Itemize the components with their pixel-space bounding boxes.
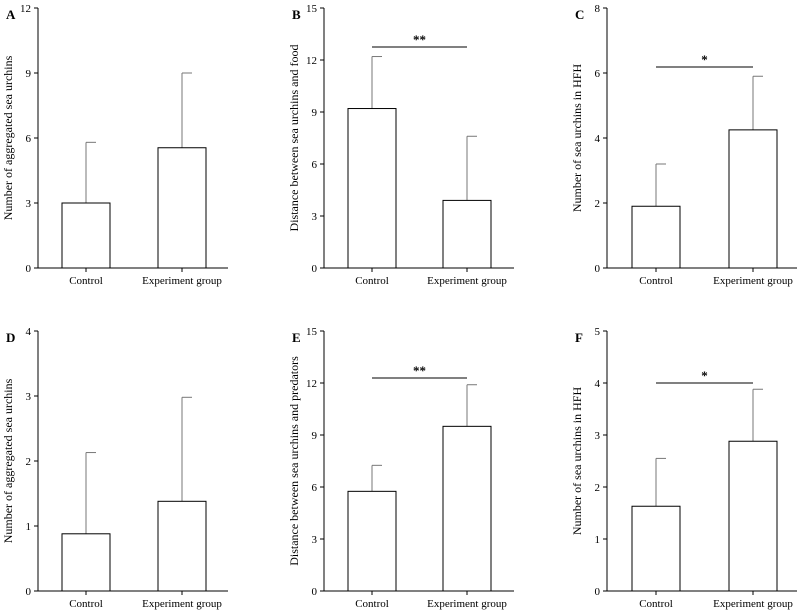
y-axis-label: Number of aggregated sea urchins	[1, 55, 15, 220]
bar	[157, 147, 207, 269]
x-tick-label: Control	[355, 275, 389, 287]
y-tick-label: 2	[595, 482, 601, 494]
x-tick-label: Control	[639, 598, 673, 610]
bar	[728, 440, 778, 592]
x-tick-label: Experiment group	[427, 275, 507, 287]
y-tick-label: 12	[306, 378, 317, 390]
y-tick-label: 6	[312, 159, 318, 171]
panel-d: D 0 1 2 3 4 Number of aggregated sea urchins Co…	[1, 326, 228, 610]
y-tick-label: 0	[312, 586, 318, 598]
x-tick-label: Experiment group	[713, 598, 793, 610]
y-tick-label: 6	[595, 68, 601, 80]
bar	[347, 108, 397, 269]
y-tick-label: 5	[595, 326, 601, 338]
y-tick-label: 3	[312, 534, 318, 546]
y-tick-label: 4	[595, 378, 601, 390]
panel-e: E 0 3 6 9 12 15 Distance between sea urchins an…	[287, 326, 514, 610]
y-tick-label: 4	[595, 133, 601, 145]
panel-f: F 0 1 2 3 4 5 Number of sea urchins in HFH Contr…	[570, 326, 797, 610]
panel-label: A	[6, 7, 16, 22]
y-tick-label: 4	[26, 326, 32, 338]
x-tick-label: Experiment group	[142, 275, 222, 287]
y-tick-label: 0	[26, 263, 32, 275]
bar	[728, 129, 778, 269]
y-tick-label: 3	[26, 198, 32, 210]
x-tick-label: Experiment group	[142, 598, 222, 610]
panel-label: C	[575, 7, 584, 22]
bar	[61, 533, 111, 592]
x-tick-label: Control	[639, 275, 673, 287]
y-tick-label: 9	[26, 68, 32, 80]
y-tick-label: 0	[595, 263, 601, 275]
y-tick-label: 1	[26, 521, 32, 533]
bar	[157, 500, 207, 592]
significance-marker: *	[701, 52, 708, 67]
x-tick-label: Control	[69, 598, 103, 610]
significance-marker: **	[413, 32, 426, 47]
y-tick-label: 9	[312, 107, 318, 119]
y-tick-label: 8	[595, 3, 601, 15]
bar	[442, 199, 492, 269]
y-tick-label: 15	[306, 326, 318, 338]
bar	[347, 490, 397, 592]
y-tick-label: 6	[312, 482, 318, 494]
panel-label: E	[292, 330, 301, 345]
y-tick-label: 0	[312, 263, 318, 275]
significance-marker: **	[413, 363, 426, 378]
y-axis-label: Number of sea urchins in HFH	[570, 64, 584, 213]
y-axis-label: Distance between sea urchins and food	[287, 45, 301, 232]
y-tick-label: 3	[26, 391, 32, 403]
panel-label: B	[292, 7, 301, 22]
y-tick-label: 15	[306, 3, 318, 15]
y-tick-label: 3	[595, 430, 601, 442]
y-tick-label: 12	[306, 55, 317, 67]
x-tick-label: Control	[355, 598, 389, 610]
y-tick-label: 12	[20, 3, 31, 15]
bar	[61, 202, 111, 269]
y-tick-label: 1	[595, 534, 601, 546]
y-tick-label: 6	[26, 133, 32, 145]
y-axis-label: Number of aggregated sea urchins	[1, 378, 15, 543]
x-tick-label: Experiment group	[427, 598, 507, 610]
x-tick-label: Control	[69, 275, 103, 287]
x-tick-label: Experiment group	[713, 275, 793, 287]
y-axis-label: Number of sea urchins in HFH	[570, 387, 584, 536]
bar	[631, 205, 681, 269]
y-tick-label: 2	[595, 198, 601, 210]
panel-b: B 0 3 6 9 12 15 Distance between sea urchins an…	[287, 3, 514, 287]
bar	[631, 505, 681, 592]
y-tick-label: 3	[312, 211, 318, 223]
panel-label: D	[6, 330, 15, 345]
bar	[442, 425, 492, 592]
y-tick-label: 9	[312, 430, 318, 442]
panel-c: C 0 2 4 6 8 Number of sea urchins in HFH Contro…	[570, 3, 797, 287]
y-tick-label: 0	[26, 586, 32, 598]
y-tick-label: 0	[595, 586, 601, 598]
y-axis-label: Distance between sea urchins and predato…	[287, 356, 301, 566]
significance-marker: *	[701, 368, 708, 383]
y-tick-label: 2	[26, 456, 32, 468]
panel-label: F	[575, 330, 583, 345]
panel-a: A 0 3 6 9 12 Number of aggregated sea urchins C…	[1, 3, 228, 287]
